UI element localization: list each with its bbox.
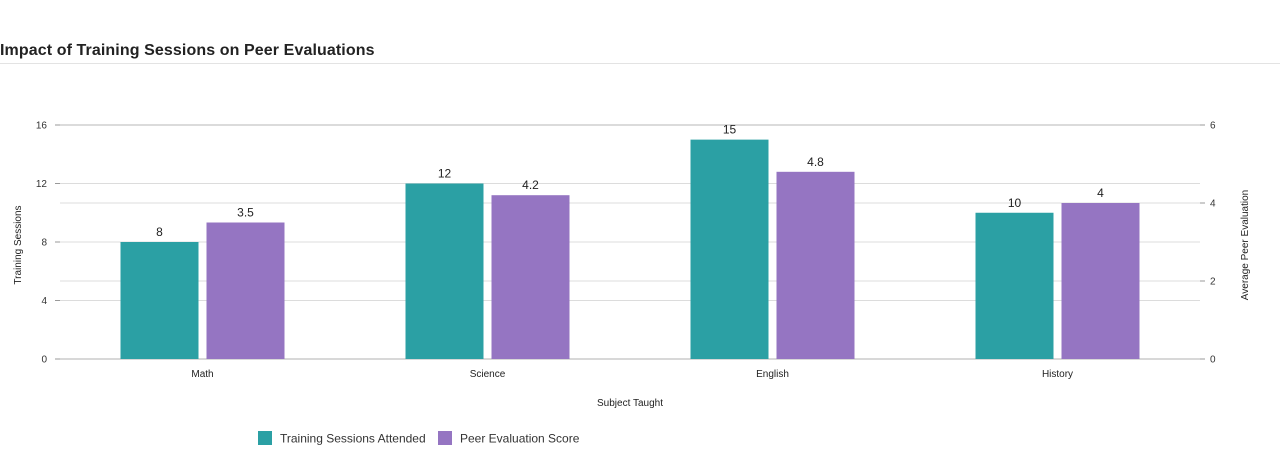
bar-peer-evaluation-math bbox=[206, 222, 285, 359]
data-label: 15 bbox=[723, 123, 737, 137]
legend-label: Training Sessions Attended bbox=[280, 432, 426, 446]
y-right-tick-label: 0 bbox=[1210, 355, 1216, 366]
title-divider bbox=[0, 63, 1280, 64]
legend-swatch bbox=[438, 431, 452, 445]
y-right-tick-label: 4 bbox=[1210, 199, 1216, 210]
y-right-tick-label: 2 bbox=[1210, 277, 1216, 288]
y-left-tick-label: 12 bbox=[36, 179, 48, 190]
bar-peer-evaluation-english bbox=[776, 171, 855, 359]
y-left-tick-label: 8 bbox=[41, 238, 47, 249]
data-label: 4 bbox=[1097, 186, 1104, 200]
x-axis-title: Subject Taught bbox=[597, 398, 663, 409]
x-tick-label: Science bbox=[470, 369, 506, 380]
data-label: 3.5 bbox=[237, 206, 254, 220]
bar-training-sessions-science bbox=[405, 183, 484, 359]
chart-title: Impact of Training Sessions on Peer Eval… bbox=[0, 42, 375, 59]
bars: 8 3.5 12 4.2 15 4.8 10 4 bbox=[120, 123, 1140, 359]
x-tick-label: History bbox=[1042, 369, 1073, 380]
y-left-axis-title: Training Sessions bbox=[13, 205, 24, 284]
bar-peer-evaluation-history bbox=[1061, 203, 1140, 359]
x-tick-label: Math bbox=[191, 369, 213, 380]
bar-training-sessions-english bbox=[690, 139, 769, 359]
legend-swatch bbox=[258, 431, 272, 445]
bar-training-sessions-math bbox=[120, 242, 199, 359]
y-left-tick-label: 0 bbox=[41, 355, 47, 366]
axis-ticks: 0 4 8 12 16 0 2 4 6 Math Science English History bbox=[36, 121, 1216, 381]
legend: Training Sessions Attended Peer Evaluatio… bbox=[258, 431, 580, 446]
bar-training-sessions-history bbox=[975, 212, 1054, 359]
bar-peer-evaluation-science bbox=[491, 195, 570, 359]
data-label: 4.8 bbox=[807, 155, 824, 169]
y-left-tick-label: 4 bbox=[41, 296, 47, 307]
x-tick-label: English bbox=[756, 369, 789, 380]
data-label: 12 bbox=[438, 167, 452, 181]
y-right-axis-title: Average Peer Evaluation bbox=[1240, 190, 1251, 300]
data-label: 10 bbox=[1008, 196, 1022, 210]
data-label: 4.2 bbox=[522, 178, 539, 192]
y-right-tick-label: 6 bbox=[1210, 121, 1216, 132]
data-label: 8 bbox=[156, 225, 163, 239]
legend-label: Peer Evaluation Score bbox=[460, 432, 580, 446]
y-left-tick-label: 16 bbox=[36, 121, 48, 132]
